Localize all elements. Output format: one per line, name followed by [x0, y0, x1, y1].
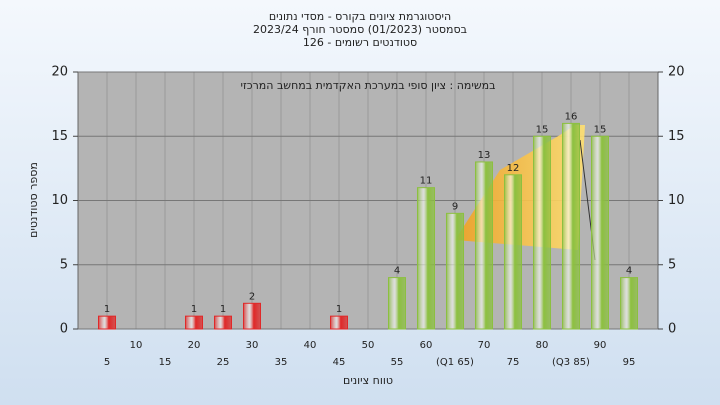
- bar: [562, 122, 580, 330]
- value-label: 1: [104, 304, 110, 315]
- value-label: 15: [594, 124, 607, 135]
- value-label: 15: [536, 124, 549, 135]
- chart-subtitle: בסמסטר (01/2023) סמסטר חורף 2023/24: [253, 23, 467, 36]
- chart-subtitle: סטודנטים רשומים - 126: [303, 36, 417, 49]
- bar: [185, 315, 203, 330]
- bar: [446, 212, 464, 330]
- y2-tick-label: 15: [668, 129, 685, 144]
- bar: [98, 315, 116, 330]
- value-label: 4: [394, 266, 400, 277]
- y-tick-label: 5: [60, 257, 68, 272]
- value-label: 11: [420, 176, 433, 187]
- x-tick-label: (Q1 65): [436, 357, 474, 368]
- x-axis-label: טווח ציונים: [343, 374, 393, 387]
- x-tick-label: 15: [159, 357, 172, 368]
- bar: [330, 315, 348, 330]
- bar: [214, 315, 232, 330]
- value-label: 13: [478, 150, 491, 161]
- x-tick-label: (Q3 85): [552, 357, 590, 368]
- x-tick-label: 75: [507, 357, 520, 368]
- y-tick-label: 10: [51, 193, 68, 208]
- bar: [533, 135, 551, 330]
- x-tick-label: 60: [420, 340, 433, 351]
- value-label: 12: [507, 163, 520, 174]
- bar: [388, 277, 406, 330]
- y-tick-label: 15: [51, 129, 68, 144]
- x-tick-label: 10: [130, 340, 143, 351]
- value-label: 1: [191, 304, 197, 315]
- x-tick-label: 55: [391, 357, 404, 368]
- x-tick-label: 95: [623, 357, 636, 368]
- value-label: 1: [220, 304, 226, 315]
- chart-title: היסטוגרמת ציונים בקורס - מסדי נתונים: [269, 10, 451, 23]
- value-label: 16: [565, 111, 578, 122]
- annotation: במשימה : ציון סופי במערכת האקדמית במחשב …: [241, 79, 496, 92]
- y-axis-label: מספר סטודנטים: [27, 162, 40, 238]
- bar: [475, 161, 493, 330]
- y-tick-label: 20: [51, 65, 68, 80]
- y2-tick-label: 10: [668, 193, 685, 208]
- y2-tick-label: 5: [668, 257, 676, 272]
- x-tick-label: 90: [594, 340, 607, 351]
- y-tick-label: 0: [60, 322, 68, 337]
- value-label: 1: [336, 304, 342, 315]
- bar: [620, 277, 638, 330]
- x-tick-label: 5: [104, 357, 110, 368]
- x-tick-label: 25: [217, 357, 230, 368]
- bar: [504, 174, 522, 330]
- x-tick-label: 45: [333, 357, 346, 368]
- bar: [243, 302, 261, 330]
- y2-tick-label: 20: [668, 65, 685, 80]
- x-tick-label: 20: [188, 340, 201, 351]
- x-tick-label: 35: [275, 357, 288, 368]
- x-tick-label: 80: [536, 340, 549, 351]
- x-tick-label: 70: [478, 340, 491, 351]
- bar: [417, 187, 435, 330]
- x-tick-label: 30: [246, 340, 259, 351]
- x-tick-label: 50: [362, 340, 375, 351]
- value-label: 9: [452, 201, 458, 212]
- x-tick-label: 40: [304, 340, 317, 351]
- value-label: 4: [626, 266, 632, 277]
- bar: [591, 135, 609, 330]
- value-label: 2: [249, 291, 255, 302]
- y2-tick-label: 0: [668, 322, 676, 337]
